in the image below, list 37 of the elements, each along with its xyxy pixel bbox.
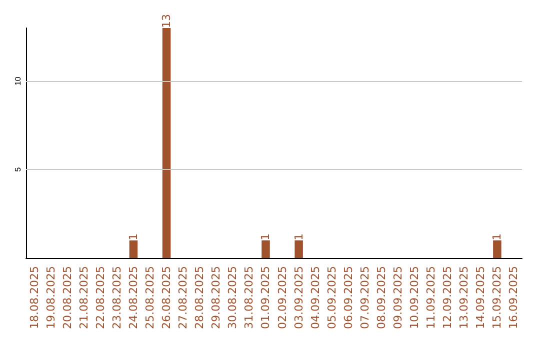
x-tick-label: 22.08.2025 [94,266,107,330]
x-tick-label: 26.08.2025 [160,266,174,330]
x-tick-label: 03.09.2025 [292,266,306,330]
x-tick-label: 06.09.2025 [342,266,355,330]
data-label: 1 [126,233,140,240]
y-tick-label: 5 [14,166,22,172]
x-tick-label: 16.09.2025 [507,266,520,330]
x-tick-label: 14.09.2025 [474,266,488,330]
x-tick-label: 18.08.2025 [28,266,41,330]
x-tick-label: 05.09.2025 [325,266,338,330]
data-label: 1 [259,233,272,240]
x-tick-label: 08.09.2025 [374,266,388,330]
x-tick-label: 15.09.2025 [490,266,504,330]
x-tick-label: 07.09.2025 [358,266,372,330]
x-tick-label: 24.08.2025 [126,266,140,330]
x-tick-label: 28.08.2025 [193,266,206,330]
x-tick-label: 01.09.2025 [259,266,272,330]
x-tick-label: 12.09.2025 [441,266,454,330]
x-tick-label: 23.08.2025 [110,266,124,330]
x-tick-label: 30.08.2025 [226,266,240,330]
x-tick-label: 09.09.2025 [392,266,404,330]
x-tick-label: 21.08.2025 [77,266,90,330]
x-tick-label: 13.09.2025 [458,266,471,330]
x-tick-label: 10.09.2025 [408,266,422,330]
x-tick-label: 27.08.2025 [176,266,190,330]
x-tick-label: 19.08.2025 [44,266,58,330]
x-tick-label: 20.08.2025 [60,266,74,330]
x-tick-label: 02.09.2025 [276,266,289,330]
data-label: 1 [490,233,504,240]
x-tick-label: 25.08.2025 [144,266,156,330]
data-label: 13 [160,14,174,28]
x-tick-label: 29.08.2025 [210,266,223,330]
x-tick-label: 11.09.2025 [424,266,438,330]
x-tick-label: 31.08.2025 [242,266,256,330]
y-tick-label: 10 [14,76,22,86]
data-label: 1 [292,233,306,240]
x-tick-label: 04.09.2025 [308,266,322,330]
